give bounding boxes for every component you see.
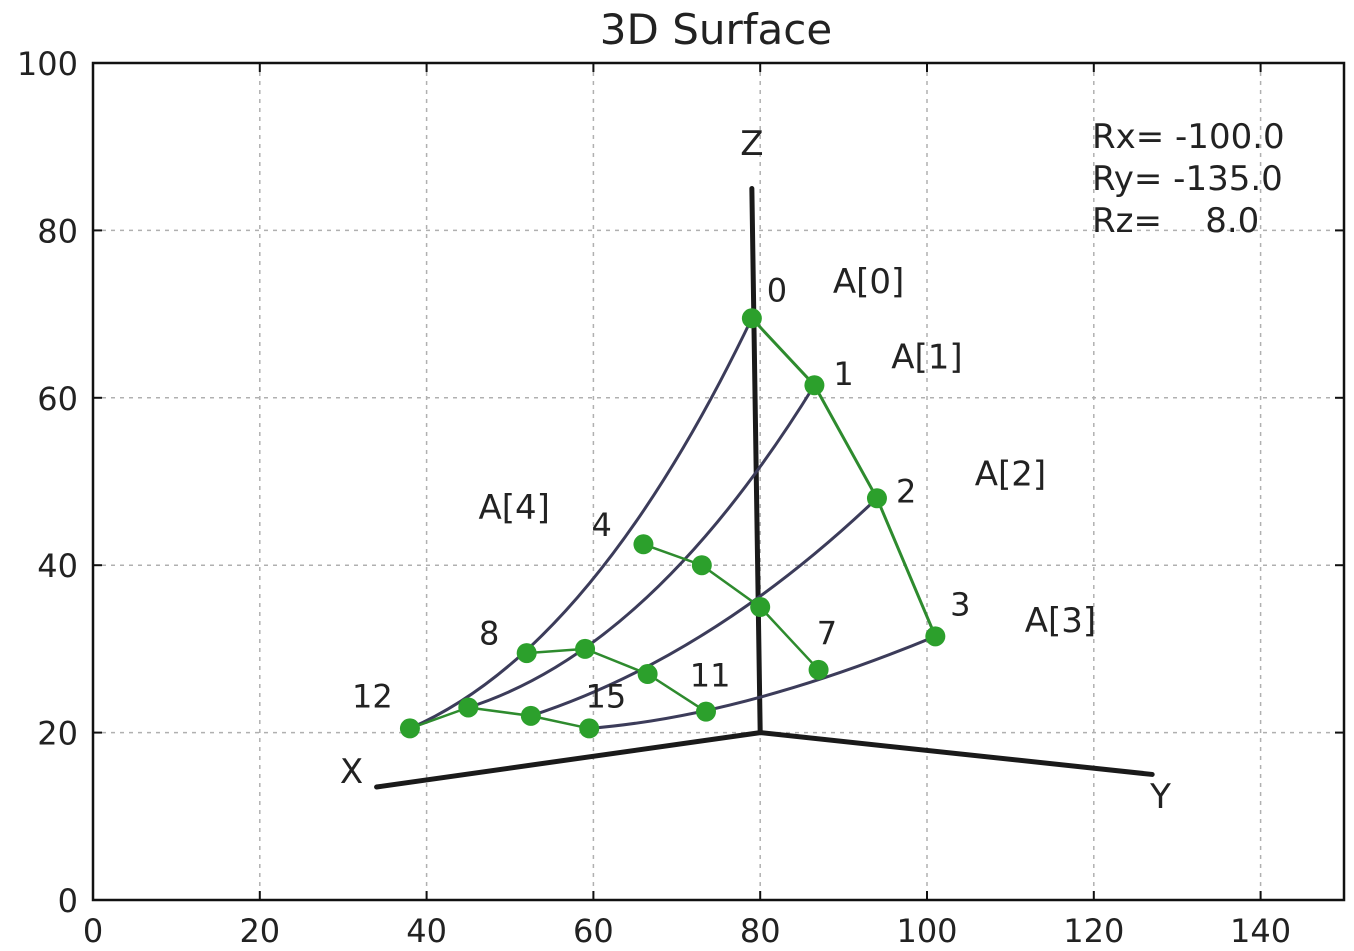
y-axis-line xyxy=(757,730,1155,777)
axes-3d: Z X Y xyxy=(340,124,1171,817)
green-grid-line xyxy=(409,706,590,730)
x-tick-label: 80 xyxy=(740,912,781,950)
annotation-label: A[1] xyxy=(891,338,962,378)
grid xyxy=(93,63,1344,900)
data-point xyxy=(516,643,537,664)
annotation-label: A[4] xyxy=(478,488,549,528)
data-point xyxy=(808,659,829,680)
point-label: 1 xyxy=(833,355,853,393)
surface-curve xyxy=(589,634,936,730)
data-point xyxy=(633,534,654,555)
point-label: 2 xyxy=(896,472,916,510)
y-tick-label: 80 xyxy=(37,212,78,250)
chart-title: 3D Surface xyxy=(600,5,832,54)
point-label: 4 xyxy=(592,506,612,544)
z-axis-label: Z xyxy=(740,124,763,164)
green-grid-line xyxy=(526,647,707,713)
rotation-ry: Ry= -135.0 xyxy=(1092,159,1283,199)
point-label: 11 xyxy=(690,657,731,695)
y-axis-label: Y xyxy=(1149,777,1171,817)
y-tick-label: 100 xyxy=(17,45,78,83)
point-label: 3 xyxy=(950,585,970,623)
x-tick-label: 100 xyxy=(896,912,957,950)
data-point xyxy=(520,705,541,726)
data-point xyxy=(925,626,946,647)
point-label: 8 xyxy=(479,615,499,653)
data-point xyxy=(750,597,771,618)
green-grid-line xyxy=(750,317,937,637)
rotation-readout: Rx= -100.0 Ry= -135.0 Rz= 8.0 xyxy=(1092,117,1285,241)
z-axis-line xyxy=(749,186,763,736)
rotation-rx: Rx= -100.0 xyxy=(1092,117,1285,157)
data-point xyxy=(637,664,658,685)
y-tick-label: 60 xyxy=(37,380,78,418)
data-point xyxy=(741,308,762,329)
x-tick-label: 60 xyxy=(573,912,614,950)
x-tick-label: 120 xyxy=(1063,912,1124,950)
annotation-label: A[3] xyxy=(1025,601,1096,641)
data-point xyxy=(804,375,825,396)
point-label: 12 xyxy=(352,677,393,715)
data-point xyxy=(695,701,716,722)
point-label: 0 xyxy=(767,272,787,310)
annotation-label: A[0] xyxy=(833,262,904,302)
data-point xyxy=(691,555,712,576)
annotation-label: A[2] xyxy=(975,455,1046,495)
data-point xyxy=(575,638,596,659)
surface-curve xyxy=(530,497,878,718)
data-point xyxy=(579,718,600,739)
x-tick-label: 40 xyxy=(406,912,447,950)
y-tick-label: 40 xyxy=(37,547,78,585)
rotation-rz: Rz= 8.0 xyxy=(1092,201,1259,241)
data-point xyxy=(399,718,420,739)
point-label: 15 xyxy=(586,677,627,715)
x-tick-label: 0 xyxy=(83,912,103,950)
data-points xyxy=(399,308,946,739)
data-point xyxy=(866,488,887,509)
grid-lines-green xyxy=(409,317,937,730)
x-tick-label: 20 xyxy=(239,912,280,950)
data-point xyxy=(458,697,479,718)
y-tick-label: 20 xyxy=(37,715,78,753)
green-grid-line xyxy=(643,543,820,671)
surface-curve xyxy=(467,384,816,709)
point-label: 7 xyxy=(817,615,837,653)
x-tick-label: 140 xyxy=(1230,912,1291,950)
x-axis-line xyxy=(374,730,763,790)
y-tick-label: 0 xyxy=(58,882,78,920)
plot-frame xyxy=(91,61,1346,902)
annotations: A[0] A[1] A[2] A[3] A[4] xyxy=(478,262,1096,641)
x-axis-label: X xyxy=(340,752,363,792)
